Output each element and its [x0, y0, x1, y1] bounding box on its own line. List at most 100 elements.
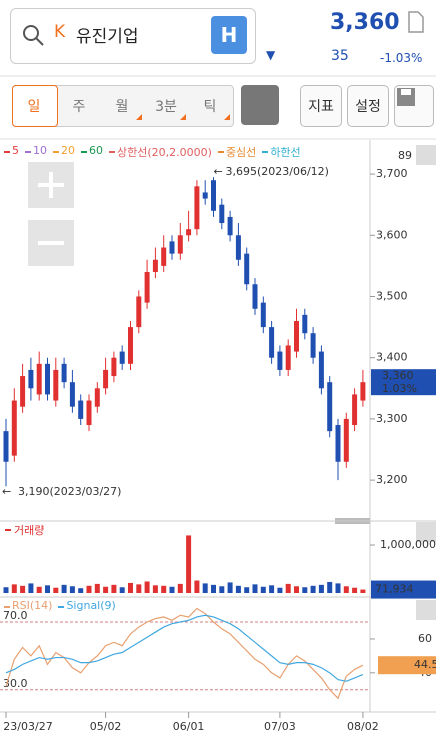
volume-bar — [294, 586, 299, 593]
tab[interactable]: 주 — [72, 99, 86, 115]
candle-body — [11, 400, 17, 456]
rsi-line — [5, 607, 364, 700]
volume-bar — [3, 587, 9, 593]
price-tag-change: 1.03% — [382, 382, 417, 395]
candle-body — [194, 186, 200, 230]
candle-body — [294, 320, 299, 352]
volume-tag-label: 71,934 — [375, 583, 414, 596]
candle-body — [310, 333, 316, 358]
volume-bar — [360, 589, 366, 593]
volume-bar — [119, 587, 125, 593]
volume-bar — [310, 585, 316, 593]
candle-body — [144, 272, 150, 303]
candle-body — [103, 369, 109, 389]
candle-body — [302, 314, 308, 334]
tab[interactable]: 3분 — [155, 99, 177, 115]
volume-bar — [302, 587, 308, 593]
doc-icon[interactable] — [407, 10, 425, 34]
volume-bar — [219, 586, 225, 593]
annotation-arrow: ← — [214, 165, 223, 178]
candle-body — [327, 382, 333, 432]
candle-body — [36, 363, 42, 395]
volume-bar — [285, 583, 291, 593]
volume-bar — [45, 585, 50, 593]
candle-body — [260, 302, 266, 328]
price-tag-label: 3,360 — [382, 369, 414, 382]
volume-bar — [260, 586, 266, 593]
rsi-line — [5, 614, 364, 682]
badge-h[interactable]: H — [211, 16, 247, 54]
candle-body — [20, 376, 26, 407]
volume-bar — [169, 586, 175, 593]
candle-body — [285, 345, 291, 370]
y-tick-label: 3,400 — [376, 351, 408, 364]
volume-bar — [343, 586, 349, 593]
price-tag — [371, 369, 436, 396]
volume-bar — [227, 582, 233, 593]
volume-bar — [136, 584, 142, 593]
candle-body — [177, 235, 183, 254]
close-panel[interactable] — [416, 145, 436, 165]
legend-swatch — [81, 151, 87, 153]
legend-item: 하한선 — [270, 146, 301, 159]
legend-item: 60 — [89, 144, 103, 157]
legend-swatch — [109, 151, 115, 153]
volume-bar — [11, 584, 17, 593]
candle-body — [318, 351, 324, 389]
volume-bar — [20, 585, 26, 593]
candle-body — [128, 327, 133, 364]
legend-item: 상한선(20,2.0000) — [117, 146, 212, 159]
indicator-button[interactable]: 지표 — [300, 85, 342, 127]
settings-button[interactable]: 설정 — [347, 85, 389, 127]
save-button[interactable] — [394, 85, 434, 127]
volume-bar — [318, 584, 324, 593]
y-tick-label: 70.0 — [3, 609, 28, 622]
tab[interactable]: 틱 — [203, 99, 217, 115]
stock-name: 유진기업 — [76, 27, 139, 47]
tab[interactable]: 일 — [27, 99, 41, 115]
close-panel[interactable] — [416, 600, 436, 620]
x-tick-label: 07/03 — [264, 720, 296, 733]
candle-body — [86, 400, 92, 426]
volume-bar — [36, 586, 42, 593]
volume-bar — [277, 587, 283, 593]
rsi-tag-label: 44.5 — [414, 658, 436, 671]
legend-item: 20 — [61, 144, 75, 157]
candle-body — [335, 425, 341, 462]
y-tick-label: 3,600 — [376, 228, 408, 241]
volume-bar — [252, 584, 258, 593]
save-icon — [397, 88, 415, 106]
draw-tool[interactable] — [241, 85, 279, 125]
tab[interactable]: 월 — [115, 99, 129, 115]
legend-swatch — [4, 151, 10, 153]
volume-bar — [69, 586, 75, 593]
volume-bar — [78, 588, 84, 593]
candle-body — [252, 284, 258, 309]
badge: 89 — [398, 149, 412, 162]
candle-body — [227, 216, 233, 236]
candle-body — [119, 351, 125, 364]
candle-body — [235, 235, 241, 260]
y-tick-label: 3,500 — [376, 289, 408, 302]
search-box[interactable] — [10, 8, 256, 64]
y2-tick-label: 60 — [418, 632, 432, 645]
tab-marker — [224, 114, 230, 120]
legend-item: 중심선 — [225, 146, 257, 159]
annotation: 3,695(2023/06/12) — [226, 165, 329, 178]
close-panel[interactable] — [416, 522, 436, 542]
x-tick-label: 08/02 — [347, 720, 379, 733]
y-tick-label: 3,700 — [376, 167, 408, 180]
volume-bar — [327, 581, 333, 593]
y-tick-label: 3,300 — [376, 412, 408, 425]
change: 35 — [331, 48, 349, 64]
x-tick-label: 05/02 — [90, 720, 122, 733]
candle-body — [360, 382, 366, 401]
candle-body — [152, 259, 158, 273]
candle-body — [94, 388, 100, 407]
annotation: 3,190(2023/03/27) — [18, 485, 121, 498]
volume-bar — [152, 585, 158, 593]
candle-body — [136, 296, 142, 328]
tab-selected — [12, 85, 58, 127]
volume-bar — [211, 584, 216, 593]
